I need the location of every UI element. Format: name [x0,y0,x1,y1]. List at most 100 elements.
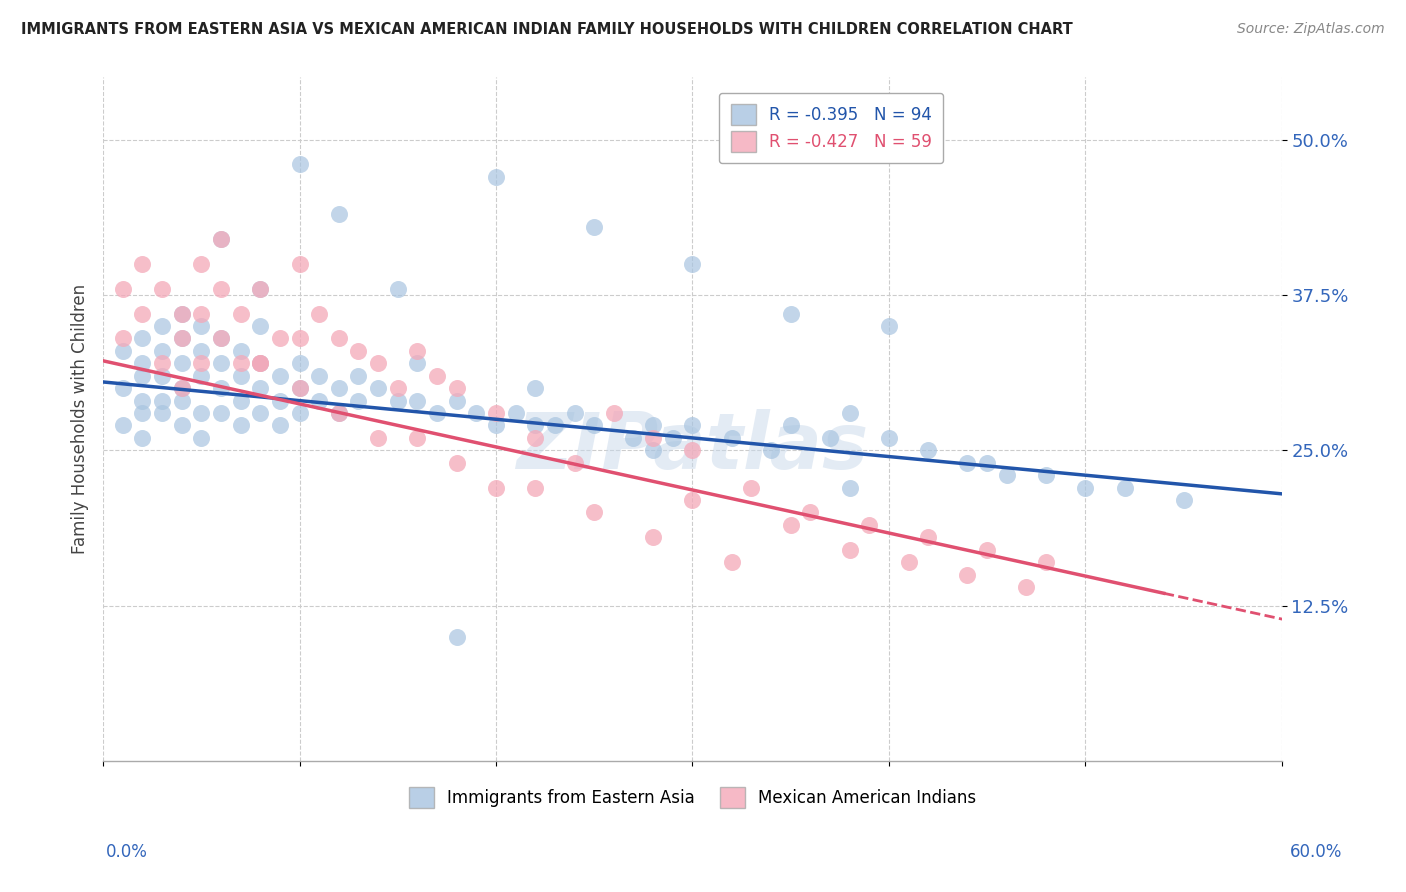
Point [347,393,370,408]
Point [150,282,173,296]
Point [170,381,193,395]
Point [524,431,547,445]
Point [1035,555,1057,569]
Point [131,331,153,345]
Point [1074,481,1097,495]
Point [190,431,212,445]
Point [170,331,193,345]
Point [131,393,153,408]
Point [917,443,939,458]
Point [328,331,350,345]
Point [818,431,841,445]
Point [564,406,586,420]
Point [190,257,212,271]
Point [1173,493,1195,508]
Point [111,282,134,296]
Point [170,307,193,321]
Point [288,406,311,420]
Point [328,207,350,221]
Point [583,418,606,433]
Point [249,356,271,370]
Point [1114,481,1136,495]
Point [740,481,762,495]
Point [150,406,173,420]
Point [387,381,409,395]
Point [681,493,703,508]
Point [485,406,508,420]
Point [347,343,370,358]
Point [190,307,212,321]
Point [229,343,252,358]
Point [111,381,134,395]
Point [1035,468,1057,483]
Point [759,443,782,458]
Point [897,555,920,569]
Point [170,418,193,433]
Point [524,381,547,395]
Point [249,282,271,296]
Y-axis label: Family Households with Children: Family Households with Children [72,285,89,554]
Point [387,393,409,408]
Point [209,232,232,246]
Point [564,456,586,470]
Point [249,356,271,370]
Point [308,368,330,383]
Point [229,307,252,321]
Point [976,542,998,557]
Point [170,393,193,408]
Point [111,343,134,358]
Point [995,468,1018,483]
Point [623,431,645,445]
Point [288,257,311,271]
Point [917,530,939,544]
Point [681,418,703,433]
Point [308,307,330,321]
Point [170,307,193,321]
Point [956,567,979,582]
Point [288,331,311,345]
Point [249,319,271,334]
Point [288,381,311,395]
Point [406,431,429,445]
Point [150,368,173,383]
Point [347,368,370,383]
Point [190,368,212,383]
Point [131,307,153,321]
Point [209,331,232,345]
Point [406,356,429,370]
Point [170,356,193,370]
Point [524,418,547,433]
Point [150,319,173,334]
Point [190,319,212,334]
Point [170,381,193,395]
Point [838,481,860,495]
Point [446,630,468,644]
Point [643,431,665,445]
Point [446,393,468,408]
Point [150,356,173,370]
Point [583,506,606,520]
Point [1015,580,1038,594]
Point [229,368,252,383]
Point [131,431,153,445]
Text: IMMIGRANTS FROM EASTERN ASIA VS MEXICAN AMERICAN INDIAN FAMILY HOUSEHOLDS WITH C: IMMIGRANTS FROM EASTERN ASIA VS MEXICAN … [21,22,1073,37]
Point [720,555,742,569]
Point [426,406,449,420]
Point [150,393,173,408]
Point [170,331,193,345]
Point [209,331,232,345]
Point [209,406,232,420]
Point [190,343,212,358]
Point [367,356,389,370]
Point [229,356,252,370]
Point [603,406,626,420]
Point [249,406,271,420]
Point [583,219,606,234]
Point [190,406,212,420]
Point [976,456,998,470]
Point [779,517,801,532]
Point [269,368,291,383]
Point [249,381,271,395]
Point [643,443,665,458]
Point [209,232,232,246]
